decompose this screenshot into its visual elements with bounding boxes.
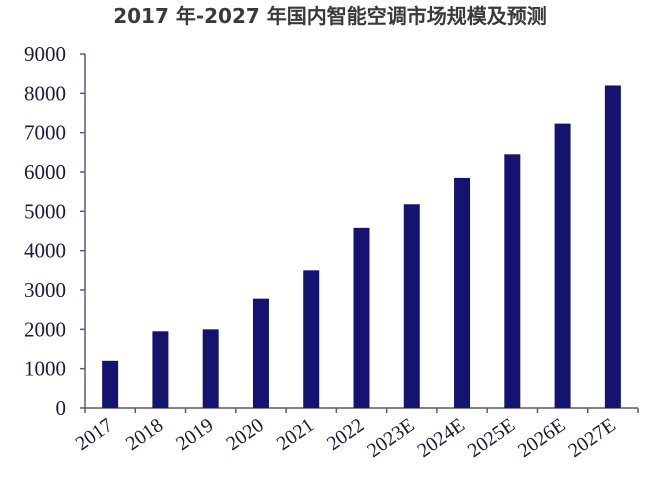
y-tick-label: 6000 [24, 160, 66, 184]
x-tick-label: 2025E [464, 414, 519, 462]
x-tick-labels: 2017 2018 2019 2020 2021 20222023E2024E2025E2… [72, 414, 620, 462]
bar-2024E [454, 177, 471, 408]
chart-title: 2017 年-2027 年国内智能空调市场规模及预测 [113, 4, 547, 28]
bar-2021 [303, 270, 320, 408]
bar-2026E [554, 123, 571, 409]
bar-2027E [604, 85, 621, 408]
x-tick-label: 2027E [564, 414, 619, 462]
x-tick-label: 2020 [222, 414, 267, 455]
x-tick-label: 2024E [414, 414, 469, 462]
y-tick-label: 3000 [24, 278, 66, 302]
x-tick-label: 2017 [72, 414, 117, 455]
bar-2020 [252, 298, 269, 408]
bar-2019 [202, 329, 219, 408]
chart-bars [102, 85, 621, 409]
y-tick-label: 7000 [24, 121, 66, 145]
y-tick-label: 4000 [24, 239, 66, 263]
y-tick-label: 9000 [24, 42, 66, 66]
x-tick-label: 2022 [323, 414, 368, 455]
x-tick-label: 2026E [514, 414, 569, 462]
y-tick-label: 5000 [24, 199, 66, 223]
x-tick-label: 2019 [172, 414, 217, 455]
y-tick-label: 0 [56, 396, 67, 420]
x-tick-label: 2018 [122, 414, 167, 455]
y-tick-label: 1000 [24, 357, 66, 381]
y-tick-labels: 0 1000 2000 3000 4000 5000 6000 7000 8000 9000 [24, 42, 66, 420]
bar-2017 [102, 360, 119, 408]
bar-2018 [152, 331, 169, 408]
y-tick-label: 8000 [24, 81, 66, 105]
y-tick-label: 2000 [24, 317, 66, 341]
bar-2022 [353, 227, 370, 408]
x-tick-label: 2021 [273, 414, 318, 455]
x-tick-label: 2023E [363, 414, 418, 462]
bar-2023E [403, 204, 420, 408]
bar-2025E [504, 154, 521, 408]
